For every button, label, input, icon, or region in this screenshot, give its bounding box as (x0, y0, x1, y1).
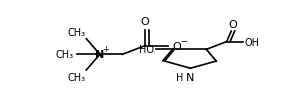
Text: −: − (180, 37, 187, 45)
Text: H: H (176, 72, 184, 82)
Text: HO: HO (139, 45, 154, 55)
Text: OH: OH (245, 37, 260, 47)
Text: N: N (186, 72, 194, 82)
Text: +: + (102, 44, 109, 53)
Text: CH₃: CH₃ (56, 50, 74, 60)
Text: CH₃: CH₃ (67, 72, 85, 82)
Text: CH₃: CH₃ (67, 28, 85, 38)
Text: N: N (95, 50, 105, 60)
Text: O: O (141, 17, 150, 27)
Text: O: O (172, 41, 181, 51)
Text: O: O (228, 20, 237, 30)
